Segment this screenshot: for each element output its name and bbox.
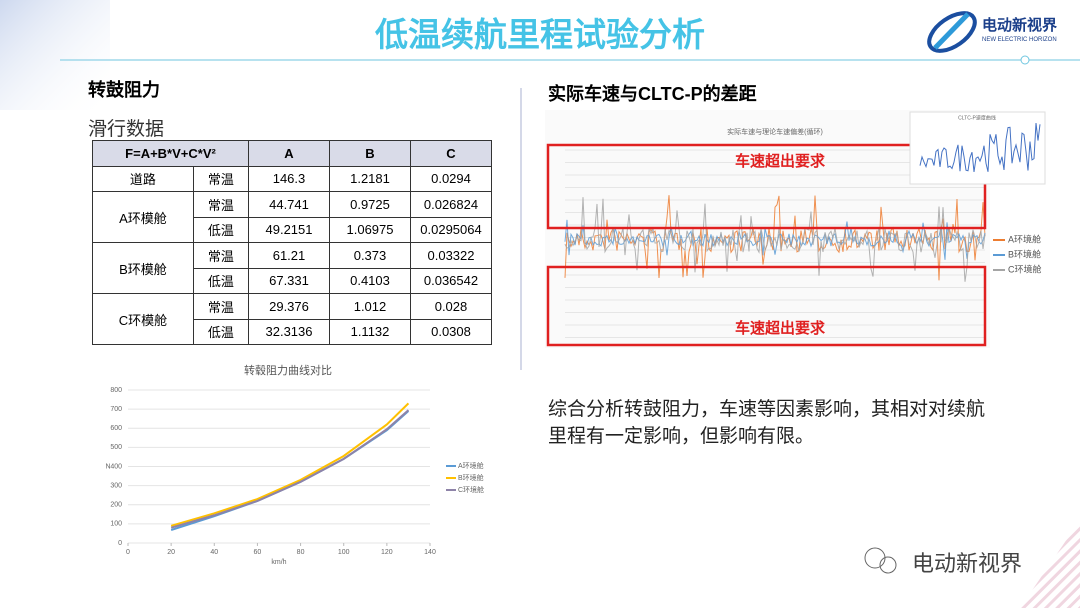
table-row: 低温 67.331 0.4103 0.036542: [93, 267, 492, 294]
chart-title: 实际车速与理论车速偏差(循环): [727, 127, 823, 136]
trace: [564, 219, 986, 260]
table-cell: 29.376: [248, 293, 330, 320]
table-cell: 1.2181: [329, 165, 411, 192]
table-cell: 0.03322: [410, 242, 492, 269]
y-axis-label: N: [105, 463, 110, 470]
group-cell: B环模舱: [92, 242, 194, 294]
slide-title: 低温续航里程试验分析: [375, 16, 705, 53]
inset-trace: [919, 122, 1041, 173]
legend-label: B环境舱: [1008, 248, 1041, 259]
header-cell: C: [410, 140, 492, 167]
group-cell: A环模舱: [92, 191, 194, 243]
table-cell: 低温: [192, 267, 250, 294]
group-cell: 道路: [92, 165, 194, 192]
summary: 综合分析转鼓阻力，车速等因素影响，其相对对续航里程有一定影响，但影响有限。: [548, 399, 986, 447]
y-tick-label: 300: [110, 482, 122, 489]
header-cell: A: [248, 140, 330, 167]
x-tick-label: 40: [210, 549, 218, 556]
header-row: F=A+B*V+C*V² A B C: [92, 140, 492, 167]
x-tick-label: 80: [297, 549, 305, 556]
exceed-box: [546, 143, 987, 230]
table-cell: 常温: [192, 293, 250, 320]
table-cell: 1.012: [329, 293, 411, 320]
legend-label: C环境舱: [1008, 263, 1042, 274]
y-tick-label: 200: [110, 502, 122, 509]
data-table: F=A+B*V+C*V² A B C 道路 常温 146.3 1.2181 0.0294 A环模舱…: [92, 140, 492, 345]
header-cell: F=A+B*V+C*V²: [92, 140, 249, 167]
x-tick-label: 60: [254, 549, 262, 556]
section-heading: 转鼓阻力: [88, 80, 160, 100]
table-cell: 1.06975: [329, 216, 411, 243]
table-cell: 0.9725: [329, 191, 411, 218]
table-row: B环模舱 常温 61.21 0.373 0.03322: [92, 242, 492, 294]
chart-title: 转毂阻力曲线对比: [244, 363, 332, 377]
trace: [564, 197, 986, 282]
speed-chart: 实际车速与理论车速偏差(循环)A环境舱B环境舱C环境舱车速超出要求车速超出要求C…: [545, 110, 1046, 348]
table-cell: 44.741: [248, 191, 330, 218]
table-row: A环模舱 常温 44.741 0.9725 0.026824: [92, 191, 492, 243]
table-cell: 1.1132: [329, 318, 411, 345]
table-cell: 49.2151: [248, 216, 330, 243]
series-line: [170, 409, 410, 529]
x-tick-label: 120: [381, 549, 393, 556]
table-cell: 低温: [192, 318, 250, 345]
legend-label: A环境舱: [1008, 233, 1041, 244]
x-tick-label: 100: [338, 549, 350, 556]
curve-chart: 转毂阻力曲线对比 0 100 200 300 400 500 600 700 800 0 20 40 60…: [105, 363, 484, 565]
series-line: [170, 410, 410, 531]
table-cell: 0.373: [329, 242, 411, 269]
table-cell: 0.026824: [410, 191, 492, 218]
table-cell: 0.028: [410, 293, 492, 320]
logo-subtitle: NEW ELECTRIC HORIZON: [982, 37, 1057, 43]
y-tick-label: 800: [110, 387, 122, 394]
x-axis-label: km/h: [271, 559, 286, 565]
inset-bg: [909, 111, 1046, 185]
table-cell: 0.4103: [329, 267, 411, 294]
table-cell: 32.3136: [248, 318, 330, 345]
legend-label: C环境舱: [458, 485, 484, 494]
callout: 车速超出要求: [735, 319, 826, 337]
y-tick-label: 500: [110, 444, 122, 451]
table-cell: 常温: [192, 165, 250, 192]
exceed-box: [546, 265, 987, 347]
callout: 车速超出要求: [735, 152, 826, 170]
table-cell: 0.0295064: [410, 216, 492, 243]
table-cell: 0.0308: [410, 318, 492, 345]
table-cell: 低温: [192, 216, 250, 243]
x-tick-label: 20: [167, 549, 175, 556]
header-cell: B: [329, 140, 411, 167]
table-cell: 常温: [192, 191, 250, 218]
table-cell: 常温: [192, 242, 250, 269]
table-cell: 61.21: [248, 242, 330, 269]
table-row: 低温 32.3136 1.1132 0.0308: [93, 318, 492, 345]
group-cell: C环模舱: [92, 293, 194, 345]
table-row: 道路 常温 146.3 1.2181 0.0294: [92, 165, 492, 192]
section-heading: 实际车速与CLTC-P的差距: [548, 84, 757, 104]
series-line: [170, 402, 410, 527]
sub-heading: 滑行数据: [88, 119, 165, 140]
watermark: 电动新视界: [912, 551, 1023, 576]
x-tick-label: 140: [424, 549, 436, 556]
legend-label: B环境舱: [458, 473, 484, 482]
table-cell: 146.3: [248, 165, 330, 192]
x-tick-label: 0: [126, 549, 130, 556]
table-cell: 0.036542: [410, 267, 492, 294]
y-tick-label: 100: [110, 521, 122, 528]
table-row: C环模舱 常温 29.376 1.012 0.028: [92, 293, 492, 345]
table-row: 低温 49.2151 1.06975 0.0295064: [93, 216, 492, 243]
y-tick-label: 400: [110, 463, 122, 470]
y-tick-label: 0: [118, 540, 122, 547]
inset-title: CLTC-P速度曲线: [958, 114, 996, 121]
table-cell: 67.331: [248, 267, 330, 294]
logo-name: 电动新视界: [982, 17, 1058, 34]
legend-label: A环境舱: [458, 461, 484, 470]
table-cell: 0.0294: [410, 165, 492, 192]
y-tick-label: 700: [110, 406, 122, 413]
y-tick-label: 600: [110, 425, 122, 432]
